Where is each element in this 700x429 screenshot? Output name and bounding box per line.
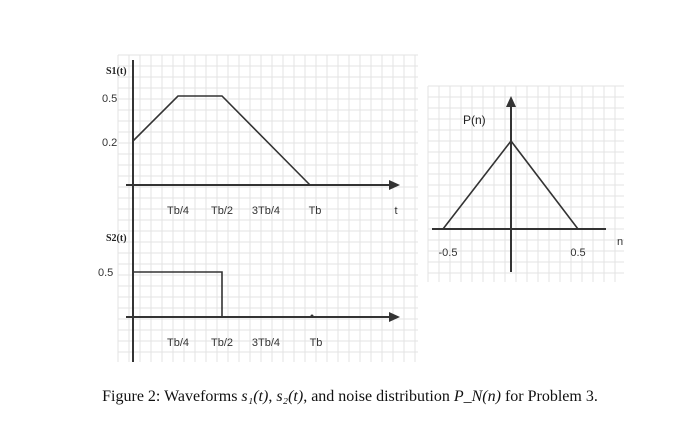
caption-middle: , and noise distribution [303, 388, 454, 405]
s2-xtick-tb2: Tb/2 [211, 337, 233, 349]
s1-xtick-tb2: Tb/2 [211, 205, 233, 217]
s2-ytick-0.5: 0.5 [98, 267, 113, 279]
s1-xtick-tb: Tb [309, 205, 322, 217]
s1-axis-arrowhead [389, 180, 400, 190]
caption-s2: s₂(t) [276, 388, 304, 405]
s2-waveform [133, 271, 223, 317]
s2-xtick-3tb4: 3Tb/4 [252, 337, 280, 349]
caption-sep: , [268, 388, 277, 405]
s2-xtick-tb4: Tb/4 [167, 337, 189, 349]
s1-t-axis-label: t [394, 205, 397, 217]
s1-label: S1(t) [106, 66, 127, 77]
caption-prefix: Figure 2: Waveforms [102, 388, 242, 405]
s1-xtick-3tb4: 3Tb/4 [252, 205, 280, 217]
s1-plot: S1(t) 0.5 0.2 Tb/4 Tb/2 3Tb/4 Tb t [102, 66, 400, 217]
background-grid [117, 54, 624, 362]
caption-suffix: for Problem 3. [500, 388, 598, 405]
s1-xtick-tb4: Tb/4 [167, 205, 189, 217]
pn-axis-arrowhead [506, 96, 516, 107]
s1-ytick-0.5: 0.5 [102, 93, 117, 105]
s2-plot: S2(t) 0.5 Tb/4 Tb/2 3Tb/4 Tb [98, 233, 400, 349]
figure-caption: Figure 2: Waveforms s₁(t), s₂(t), and no… [0, 388, 700, 406]
figure-diagram: S1(t) 0.5 0.2 Tb/4 Tb/2 3Tb/4 Tb t S2(t)… [98, 54, 624, 362]
pn-plot: P(n) -0.5 0.5 n [432, 96, 623, 272]
s1-ytick-0.2: 0.2 [102, 137, 117, 149]
pn-xtick-neg0.5: -0.5 [439, 247, 458, 259]
pn-xtick-0.5: 0.5 [570, 247, 585, 259]
caption-s1: s₁(t) [241, 388, 269, 405]
s2-axis-arrowhead [389, 312, 400, 322]
caption-pn: P_N(n) [453, 388, 501, 405]
s2-xtick-tb: Tb [310, 337, 323, 349]
s2-tb-dot [310, 314, 314, 318]
s1-waveform [132, 95, 311, 186]
pn-n-axis-label: n [617, 236, 623, 248]
s2-label: S2(t) [106, 233, 127, 244]
pn-label: P(n) [463, 113, 486, 127]
pn-triangle [442, 139, 579, 230]
